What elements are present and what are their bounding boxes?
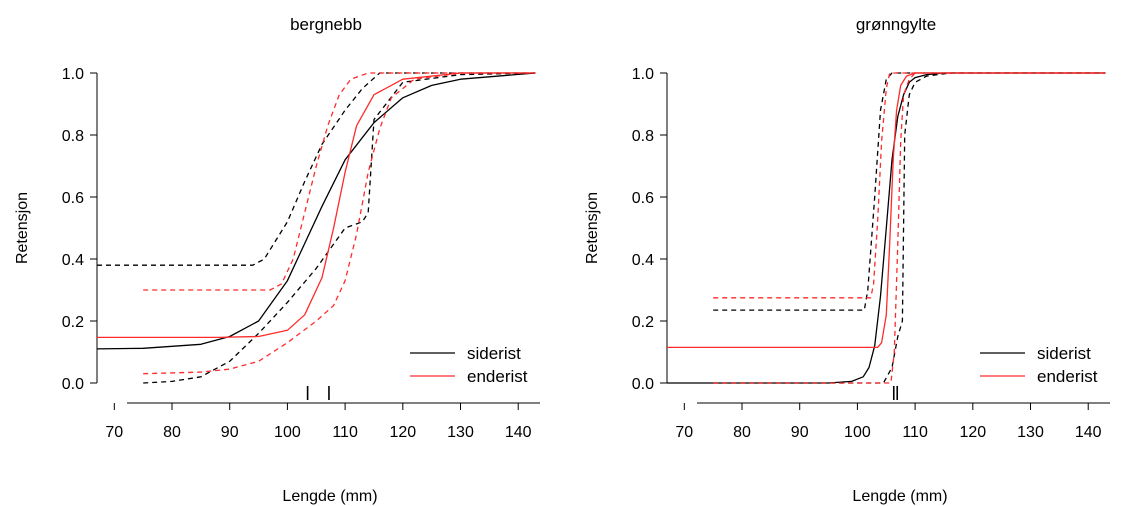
- x-tick-label: 130: [1017, 424, 1044, 441]
- x-tick-label: 110: [332, 424, 358, 441]
- y-axis-label: Retensjon: [584, 192, 601, 264]
- plot-lines: [667, 72, 1106, 384]
- x-axis-label: Lengde (mm): [282, 488, 377, 505]
- x-tick-label: 120: [389, 424, 416, 441]
- y-axis-label: Retensjon: [14, 192, 31, 264]
- siderist-ci-band-line: [713, 72, 1106, 311]
- y-tick-label: 0.8: [632, 128, 654, 145]
- siderist-fit-line: [667, 72, 1106, 384]
- y-tick-label: 0.4: [632, 252, 654, 269]
- siderist-ci-band-line: [143, 72, 536, 384]
- x-tick-label: 80: [733, 424, 751, 441]
- y-tick-label: 0.2: [632, 314, 654, 331]
- enderist-fit-line: [97, 72, 536, 339]
- enderist-ci-band-line: [713, 72, 1106, 384]
- x-tick-label: 120: [959, 424, 986, 441]
- x-tick-label: 100: [274, 424, 301, 441]
- siderist-ci-band-line: [713, 72, 1106, 384]
- x-tick-label: 110: [902, 424, 928, 441]
- panel-gronngylte: grønngylte 0.0 0.2 0.4 0.6 0.8 1.0 70 80 90 100 1…: [584, 15, 1110, 505]
- enderist-ci-band-line: [143, 72, 536, 291]
- x-tick-label: 70: [675, 424, 693, 441]
- y-tick-label: 0.6: [632, 190, 654, 207]
- x-axis-label: Lengde (mm): [852, 488, 947, 505]
- y-tick-label: 1.0: [632, 66, 654, 83]
- enderist-fit-line: [667, 72, 1106, 349]
- x-tick-label: 90: [221, 424, 239, 441]
- legend-label-siderist: siderist: [467, 344, 521, 363]
- x-tick-label: 100: [844, 424, 871, 441]
- y-tick-label: 0.2: [62, 314, 84, 331]
- x-tick-label: 80: [163, 424, 181, 441]
- siderist-fit-line: [96, 72, 536, 350]
- panel-title: grønngylte: [856, 15, 936, 34]
- panel-bergnebb: bergnebb 0.0 0.2 0.4 0.6 0.8 1.0 70 80 90 100 110…: [14, 15, 540, 505]
- y-tick-label: 0.8: [62, 128, 84, 145]
- enderist-ci-band-line: [143, 72, 536, 375]
- legend-label-siderist: siderist: [1037, 344, 1091, 363]
- y-tick-label: 0.0: [62, 376, 84, 393]
- y-tick-label: 0.4: [62, 252, 84, 269]
- x-axis-ticks: 70 80 90 100 110 120 130 140: [675, 403, 1102, 441]
- x-tick-label: 140: [1075, 424, 1102, 441]
- x-tick-label: 70: [105, 424, 123, 441]
- legend-label-enderist: enderist: [1037, 367, 1098, 386]
- y-axis-ticks: 0.0 0.2 0.4 0.6 0.8 1.0: [632, 66, 667, 393]
- y-tick-label: 0.6: [62, 190, 84, 207]
- y-axis-ticks: 0.0 0.2 0.4 0.6 0.8 1.0: [62, 66, 97, 393]
- y-tick-label: 1.0: [62, 66, 84, 83]
- x-axis-ticks: 70 80 90 100 110 120 130 140: [105, 403, 532, 441]
- x-tick-label: 90: [791, 424, 809, 441]
- plot-lines: [96, 72, 536, 384]
- rug-ticks: [892, 386, 899, 400]
- legend: siderist enderist: [980, 344, 1098, 386]
- x-tick-label: 140: [505, 424, 532, 441]
- legend-label-enderist: enderist: [467, 367, 528, 386]
- x-tick-label: 130: [447, 424, 474, 441]
- rug-ticks: [306, 386, 330, 400]
- legend: siderist enderist: [410, 344, 528, 386]
- enderist-ci-band-line: [713, 72, 1106, 299]
- siderist-ci-band-line: [97, 72, 536, 266]
- y-tick-label: 0.0: [632, 376, 654, 393]
- panel-title: bergnebb: [290, 15, 362, 34]
